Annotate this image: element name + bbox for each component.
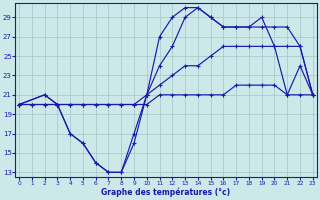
X-axis label: Graphe des températures (°c): Graphe des températures (°c) bbox=[101, 188, 230, 197]
